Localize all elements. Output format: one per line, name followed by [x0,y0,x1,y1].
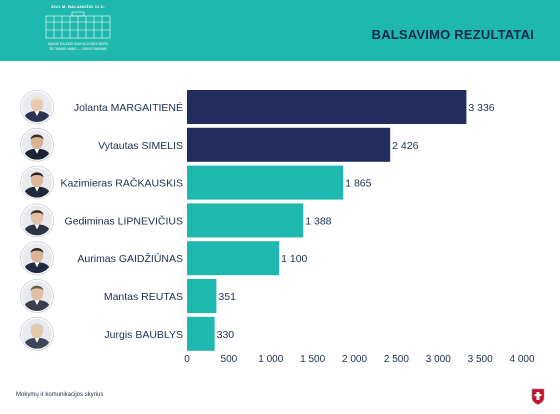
value-label: 351 [218,291,236,303]
coat-of-arms-icon [531,388,545,405]
bar-3 [187,165,344,200]
value-label: 2 426 [392,140,418,152]
candidate-avatar-icon [20,203,54,238]
value-label: 1 388 [305,215,331,227]
bar-1 [187,90,467,124]
x-tick-label: 2 000 [342,354,367,365]
x-tick-label: 1 500 [300,354,325,365]
value-label: 1 100 [281,253,307,265]
value-label: 3 336 [468,102,494,114]
x-tick-label: 1 000 [258,354,283,365]
candidate-avatar-icon [20,279,54,313]
x-tick-label: 2 500 [384,354,409,365]
x-tick-label: 4 000 [509,354,534,365]
event-logo: 2021 M. BALANDŽIO 11 D. KAUNO RAJONO SAV… [28,4,128,58]
bar-5 [187,241,280,276]
candidate-avatar-icon [20,316,54,351]
category-label: Jolanta MARGAITIENĖ [74,101,183,114]
bar-6 [187,279,217,313]
page-title: BALSAVIMO REZULTATAI [371,27,534,42]
candidate-avatar-icon [20,241,54,276]
logo-date-text: 2021 M. BALANDŽIO 11 D. [50,4,106,9]
x-tick-label: 500 [221,354,238,365]
category-label: Jurgis BAUBLYS [104,329,183,341]
logo-line-2: ŠILTNAMIO NAMO — VIDUS RINKIMAI [49,47,107,51]
category-label: Aurimas GAIDŽIŪNAS [77,252,183,265]
value-label: 1 865 [345,178,371,190]
x-axis: 0 500 1 000 1 500 2 000 2 500 3 000 3 500 4 000 [184,354,535,365]
avatars-layer [20,90,54,351]
category-label: Mantas REUTAS [104,291,183,303]
bar-4 [187,203,304,238]
x-tick-label: 3 000 [426,354,451,365]
results-bar-chart: Jolanta MARGAITIENĖ 3 336 Vytautas SIMELIS… [20,90,535,365]
footer-department: Mokymų ir komunikacijos skyrius [16,392,104,398]
x-tick-label: 3 500 [468,354,493,365]
bar-2 [187,127,391,162]
building-icon [45,11,111,39]
category-label: Kazimieras RAČKAUSKIS [60,177,183,190]
labels-layer: Jolanta MARGAITIENĖ 3 336 Vytautas SIMELIS… [60,101,494,341]
candidate-avatar-icon [20,165,54,200]
candidate-avatar-icon [20,127,54,162]
value-label: 330 [217,329,235,341]
header-bar: 2021 M. BALANDŽIO 11 D. KAUNO RAJONO SAV… [0,0,560,61]
category-label: Gediminas LIPNEVIČIUS [65,214,183,227]
bars-layer [187,90,467,351]
logo-line-1: KAUNO RAJONO SAVIVALDYBĖS MERO [47,42,109,46]
candidate-avatar-icon [20,90,54,124]
x-tick-label: 0 [184,354,190,365]
bar-7 [187,316,215,351]
category-label: Vytautas SIMELIS [98,140,183,152]
